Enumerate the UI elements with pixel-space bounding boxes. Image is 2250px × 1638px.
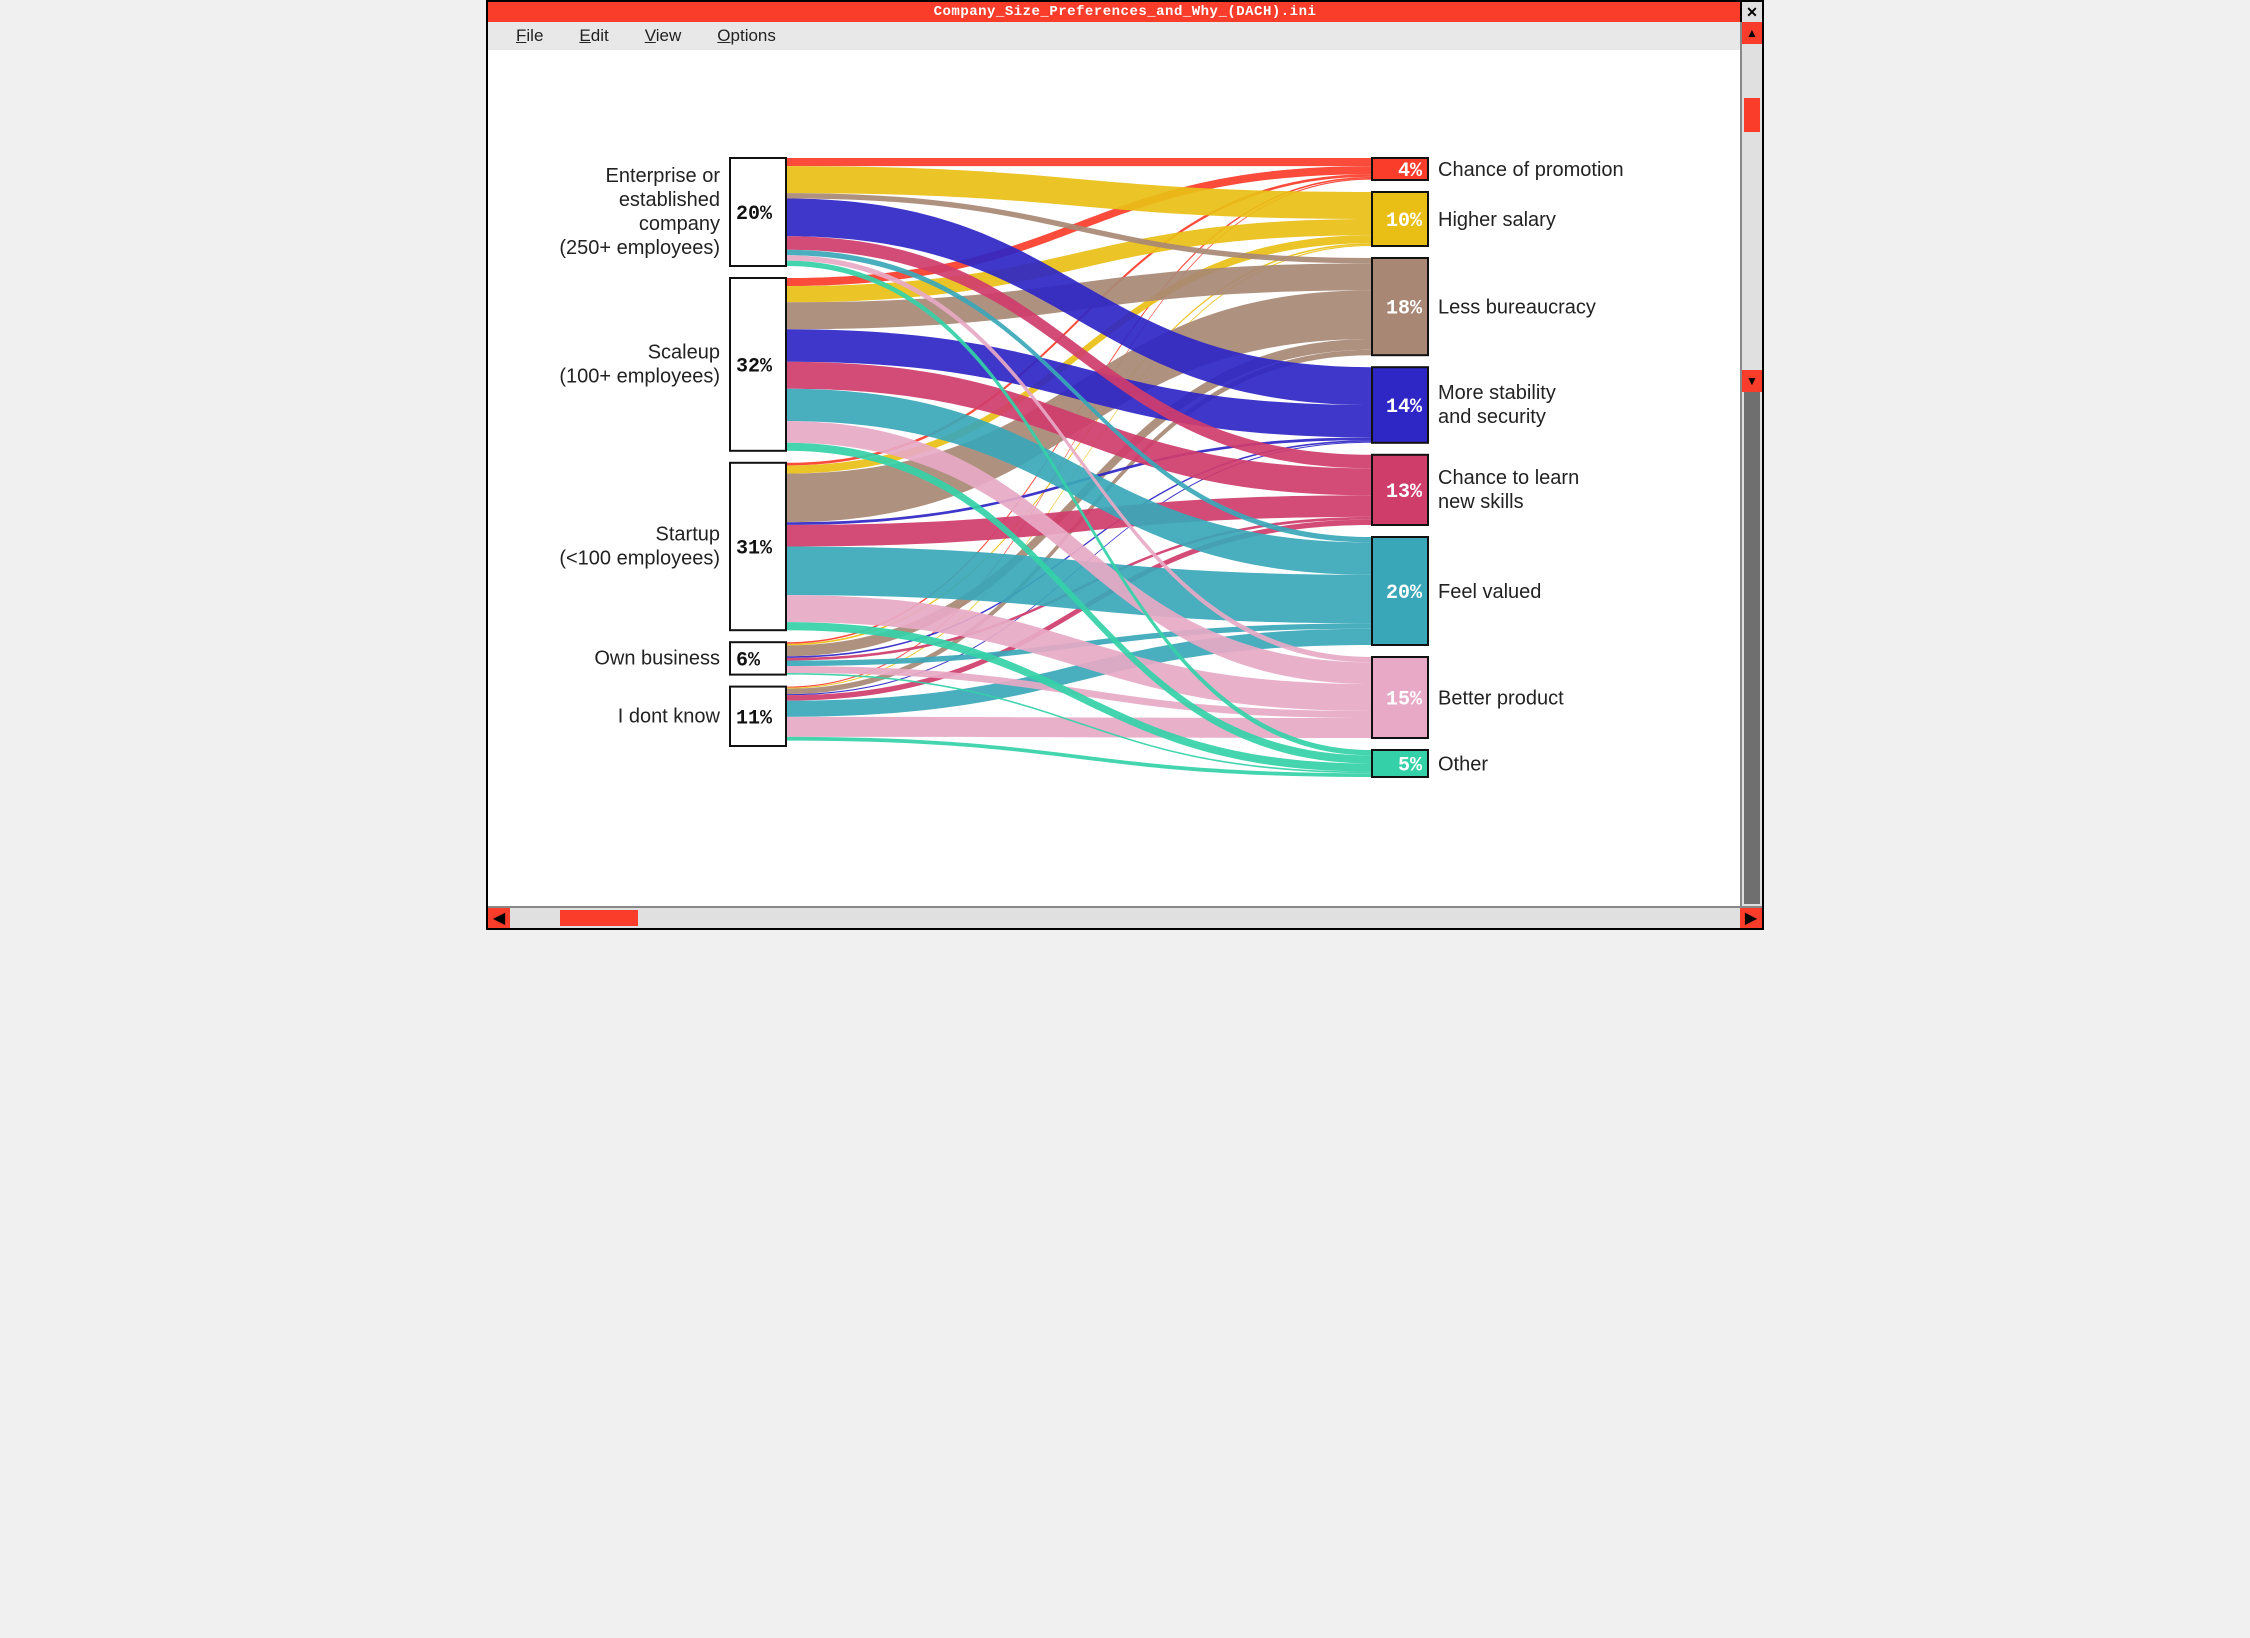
menu-item-view[interactable]: View <box>645 26 682 46</box>
target-node-pct: 20% <box>1386 582 1423 605</box>
source-node-label: Own business <box>594 647 720 669</box>
target-node-pct: 13% <box>1386 481 1423 504</box>
target-node-pct: 15% <box>1386 689 1423 712</box>
sankey-chart: 20% Enterprise orestablishedcompany(250+ … <box>488 50 1718 890</box>
scroll-left-button[interactable]: ◀ <box>488 908 510 928</box>
target-node-label: Other <box>1438 754 1488 776</box>
source-node-pct: 11% <box>736 707 773 730</box>
target-node-label: new skills <box>1438 491 1524 513</box>
target-node-label: Higher salary <box>1438 209 1556 231</box>
triangle-left-icon: ◀ <box>493 908 505 928</box>
sankey-target-nodes: 4% Chance of promotion 10% Higher salary 18%… <box>1372 158 1624 778</box>
sankey-link <box>786 737 1372 777</box>
source-node-pct: 20% <box>736 203 773 226</box>
horizontal-scrollbar: ◀ ▶ <box>488 906 1762 928</box>
target-node-pct: 18% <box>1386 298 1423 321</box>
target-node-label: Feel valued <box>1438 581 1541 603</box>
window-title: Company_Size_Preferences_and_Why_(DACH).… <box>934 4 1317 20</box>
source-node-label: Startup <box>656 524 720 546</box>
target-node-pct: 5% <box>1398 755 1423 778</box>
source-node-label: established <box>619 189 720 211</box>
app-window: Company_Size_Preferences_and_Why_(DACH).… <box>486 0 1764 930</box>
target-node-pct: 14% <box>1386 396 1423 419</box>
target-node-label: and security <box>1438 406 1546 428</box>
target-node-label: Chance of promotion <box>1438 159 1624 181</box>
target-node-pct: 4% <box>1398 160 1423 183</box>
menu-item-file[interactable]: File <box>516 26 543 46</box>
target-node-label: Less bureaucracy <box>1438 297 1596 319</box>
menu-item-edit[interactable]: Edit <box>579 26 608 46</box>
sankey-link <box>786 158 1372 166</box>
vertical-scroll-track-lower <box>1744 392 1760 904</box>
source-node-label: Scaleup <box>648 341 720 363</box>
source-node-label: (100+ employees) <box>559 365 720 387</box>
menu-item-options[interactable]: Options <box>717 26 776 46</box>
title-bar: Company_Size_Preferences_and_Why_(DACH).… <box>488 2 1762 22</box>
sankey-links <box>786 158 1372 777</box>
vertical-scrollbar: ▲ ▼ <box>1740 22 1762 906</box>
chart-canvas: 20% Enterprise orestablishedcompany(250+ … <box>488 50 1740 906</box>
triangle-up-icon: ▲ <box>1746 26 1758 40</box>
source-node-pct: 32% <box>736 355 773 378</box>
source-node-label: (250+ employees) <box>559 237 720 259</box>
scroll-up-button[interactable]: ▲ <box>1742 22 1762 44</box>
source-node-pct: 6% <box>736 649 761 672</box>
triangle-right-icon: ▶ <box>1745 908 1757 928</box>
source-node-label: (<100 employees) <box>559 548 720 570</box>
menu-bar: File Edit View Options <box>488 22 1740 51</box>
triangle-down-icon: ▼ <box>1746 374 1758 388</box>
source-node-label: company <box>639 213 720 235</box>
vertical-scroll-thumb[interactable] <box>1744 98 1760 132</box>
source-node-label: Enterprise or <box>606 165 721 187</box>
target-node-pct: 10% <box>1386 210 1423 233</box>
target-node-label: Better product <box>1438 688 1564 710</box>
scroll-down-button[interactable]: ▼ <box>1742 370 1762 392</box>
scroll-right-button[interactable]: ▶ <box>1740 908 1762 928</box>
source-node-pct: 31% <box>736 538 773 561</box>
sankey-source-nodes: 20% Enterprise orestablishedcompany(250+ … <box>559 158 786 746</box>
source-node-label: I dont know <box>618 705 721 727</box>
close-button[interactable]: ✕ <box>1740 2 1762 22</box>
target-node-label: Chance to learn <box>1438 467 1579 489</box>
target-node-label: More stability <box>1438 382 1556 404</box>
close-icon: ✕ <box>1746 4 1758 21</box>
horizontal-scroll-thumb[interactable] <box>560 910 638 926</box>
